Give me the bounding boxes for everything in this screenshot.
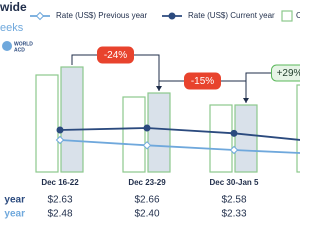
logo-text: WORLD — [14, 41, 33, 47]
annotation-box — [184, 72, 221, 90]
table-value: $2.66 — [134, 195, 159, 206]
logo-icon — [2, 41, 12, 51]
bar — [35, 74, 59, 173]
x-tick-label: Dec 16-22 — [41, 178, 79, 187]
marker — [230, 129, 238, 137]
table-value: $2.63 — [47, 195, 72, 206]
marker — [229, 145, 239, 155]
table-value: $2.58 — [221, 195, 246, 206]
legend-box — [281, 10, 293, 22]
chart-title: wide — [0, 0, 27, 14]
x-tick-label: Dec 23-29 — [128, 178, 166, 187]
legend-label: Rate (US$) Current year — [188, 11, 275, 20]
bar — [147, 92, 171, 173]
marker — [55, 135, 65, 145]
series-line — [59, 139, 300, 154]
bar — [234, 104, 258, 173]
logo-text: ACD — [14, 47, 25, 53]
legend-marker — [35, 11, 45, 21]
bar — [60, 66, 84, 173]
marker — [143, 124, 151, 132]
table-value: $2.40 — [134, 209, 159, 220]
annotation-box — [271, 64, 300, 82]
legend-label: Rate (US$) Previous year — [56, 11, 147, 20]
table-value: $2.33 — [221, 209, 246, 220]
annotation-label: -15% — [191, 76, 214, 87]
chart-subtitle: eeks — [0, 22, 24, 34]
legend-label: C — [296, 11, 300, 20]
marker — [142, 141, 152, 150]
bar — [209, 104, 233, 173]
logo: WORLD ACD — [2, 41, 33, 53]
annotation-label: +29% — [277, 68, 300, 79]
chart: wide eeks WORLD ACD -24% -15% +29% Dec 16-2… — [0, 0, 300, 220]
table-value: $2.48 — [47, 209, 72, 220]
row-label: year — [4, 195, 25, 206]
annotation-label: -24% — [104, 50, 127, 61]
marker — [56, 126, 64, 134]
legend-marker — [168, 12, 176, 20]
bar — [122, 96, 146, 173]
series-line — [59, 127, 300, 141]
row-label: year — [4, 209, 25, 220]
bar — [296, 84, 300, 173]
annotation-box — [97, 46, 134, 64]
x-tick-label: Dec 30-Jan 5 — [210, 178, 259, 187]
